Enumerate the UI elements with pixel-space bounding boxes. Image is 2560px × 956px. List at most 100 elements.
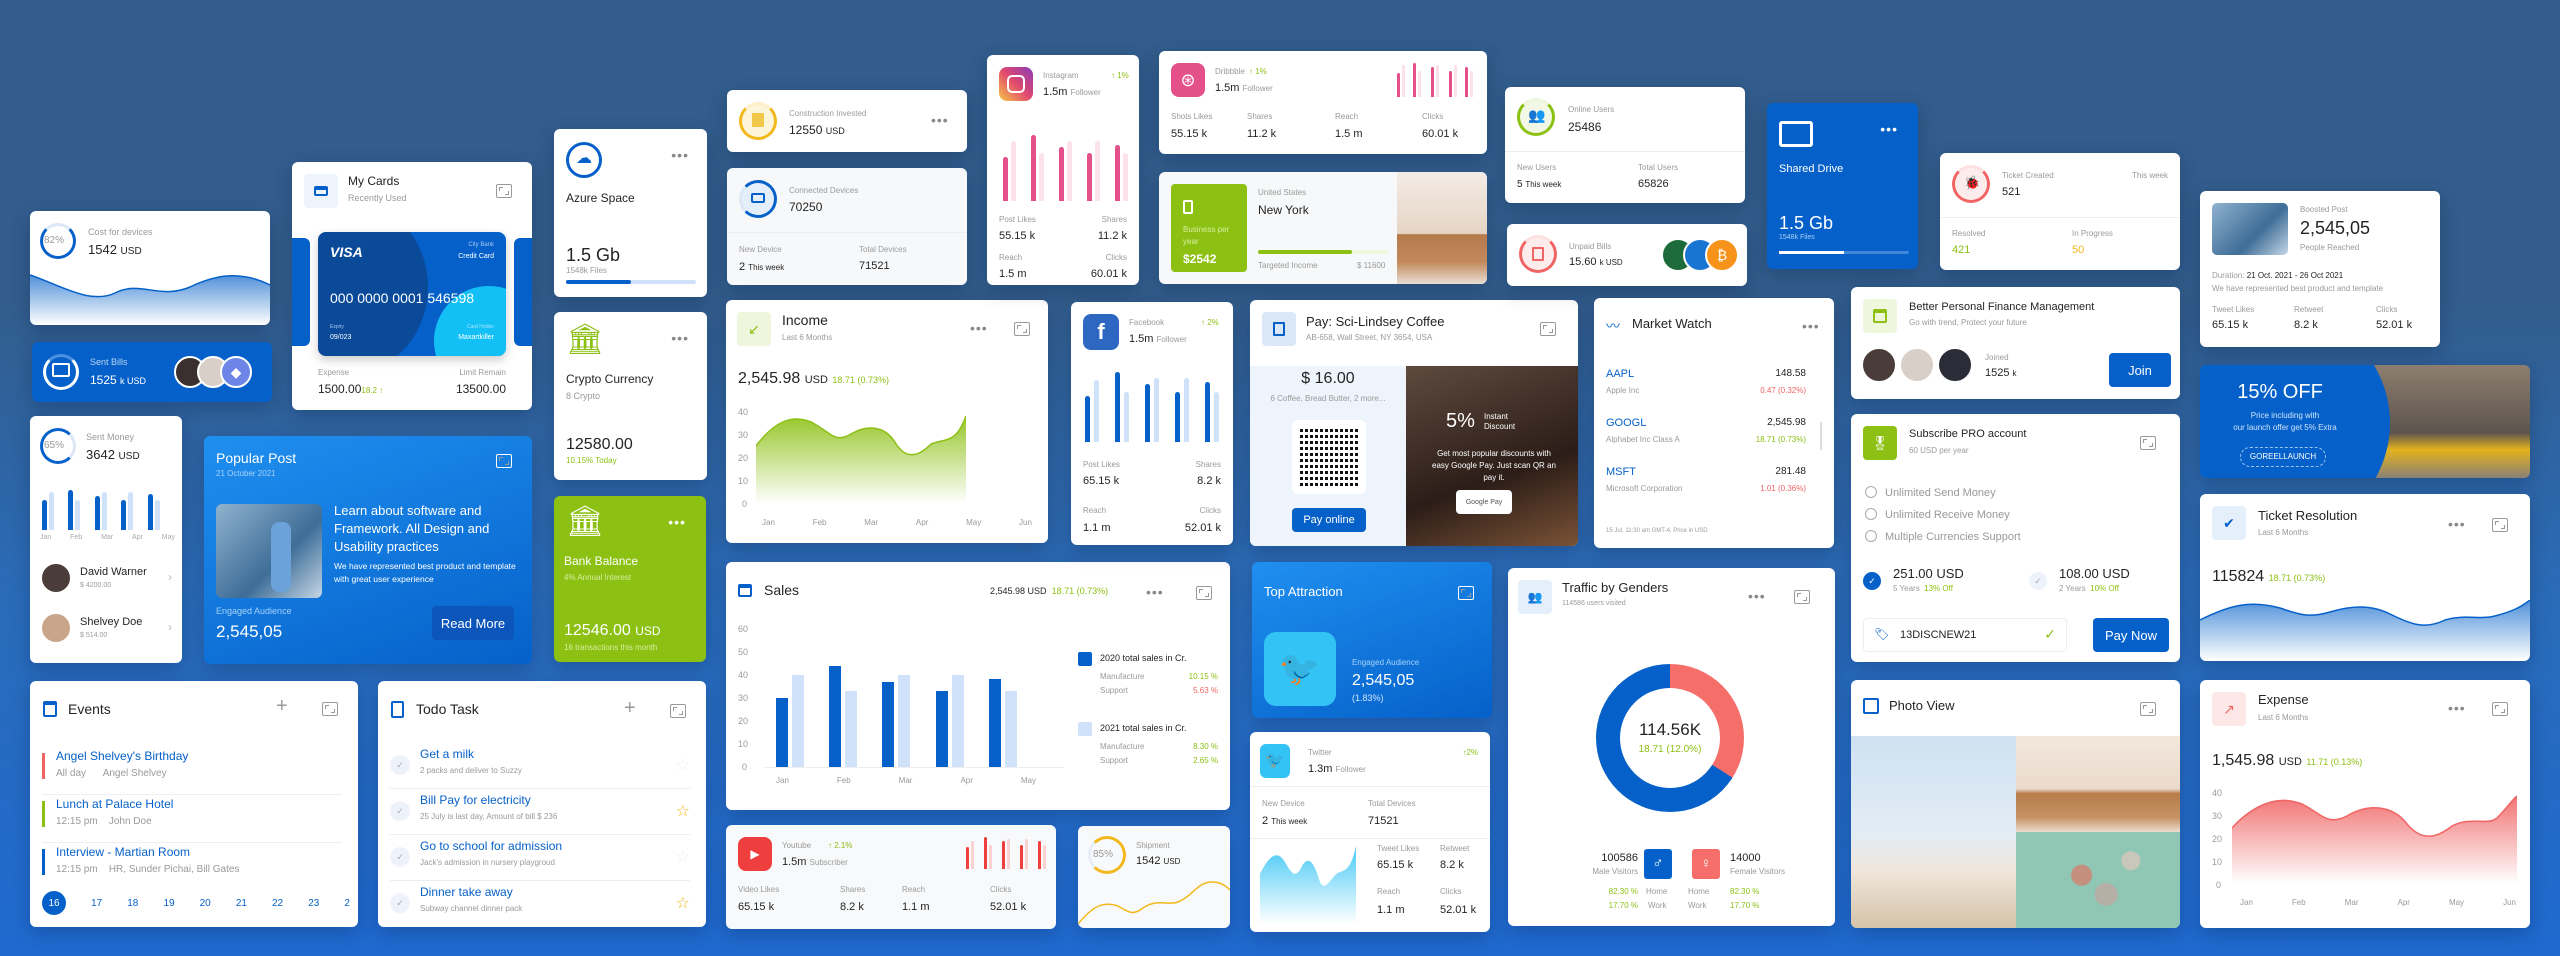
date-chip[interactable]: 2 — [344, 897, 350, 909]
read-more-button[interactable]: Read More — [432, 606, 514, 640]
date-chip[interactable]: 17 — [91, 897, 103, 909]
check-icon[interactable]: ✓ — [390, 755, 410, 775]
facebook-icon: f — [1083, 314, 1119, 350]
expand-icon[interactable] — [1458, 586, 1474, 600]
check-icon[interactable]: ✓ — [390, 801, 410, 821]
expand-icon[interactable] — [1196, 586, 1212, 600]
expand-icon[interactable] — [670, 704, 686, 718]
calendar-icon — [43, 701, 57, 717]
stock-row[interactable]: GOOGL Alphabet Inc Class A 2,545.98 18.7… — [1606, 417, 1806, 457]
check-icon[interactable]: ✓ — [390, 893, 410, 913]
event-item[interactable]: Interview - Martian Room 12:15 pm HR, Su… — [42, 845, 342, 885]
more-options-button[interactable]: ••• — [671, 330, 689, 346]
join-button[interactable]: Join — [2109, 353, 2171, 387]
todo-item[interactable]: ✓ Bill Pay for electricity 25 July is la… — [390, 791, 690, 835]
label: Online Users — [1568, 105, 1615, 114]
coupon-input[interactable]: 🏷 13DISCNEW21 ✓ — [1863, 618, 2067, 652]
radio-checked[interactable]: ✓ — [1863, 572, 1881, 590]
person-row[interactable]: David Warner $ 4200.00 › — [40, 562, 172, 598]
photo-spheres[interactable] — [2016, 832, 2180, 928]
person-row[interactable]: Shelvey Doe $ 514.00 › — [40, 612, 172, 648]
star-icon[interactable]: ☆ — [675, 757, 690, 774]
new-device-value: 2 — [1262, 815, 1269, 827]
prev-card-peek[interactable] — [292, 238, 310, 346]
offer-banner[interactable]: 15% OFF Price including with our launch … — [2200, 365, 2530, 478]
male-label: Male Visitors — [1592, 867, 1638, 876]
date-chip[interactable]: 22 — [272, 897, 284, 909]
more-options-button[interactable]: ••• — [1748, 588, 1766, 604]
visa-card[interactable]: VISA City Bank Credit Card 000 0000 0001… — [318, 232, 506, 356]
event-item[interactable]: Lunch at Palace Hotel 12:15 pm John Doe — [42, 797, 342, 843]
next-card-peek[interactable] — [514, 238, 532, 346]
date-chip[interactable]: 19 — [163, 897, 175, 909]
google-pay-button[interactable]: Google Pay — [1456, 490, 1512, 514]
expand-icon[interactable] — [2140, 436, 2156, 450]
more-options-button[interactable]: ••• — [668, 514, 686, 530]
expand-icon[interactable] — [1540, 322, 1556, 336]
todo-item[interactable]: ✓ Go to school for admission Jack's admi… — [390, 837, 690, 881]
event-item[interactable]: Angel Shelvey's Birthday All day Angel S… — [42, 749, 342, 795]
construction-card: Construction Invested 12550 USD ••• — [727, 90, 967, 152]
add-task-button[interactable]: + — [624, 697, 636, 719]
more-options-button[interactable]: ••• — [2448, 700, 2466, 716]
more-options-button[interactable]: ••• — [1802, 318, 1820, 334]
city: New York — [1258, 203, 1309, 217]
more-options-button[interactable]: ••• — [1880, 121, 1898, 137]
card-number: 000 0000 0001 546598 — [330, 290, 475, 306]
date-chip[interactable]: 18 — [127, 897, 139, 909]
expand-icon[interactable] — [2140, 702, 2156, 716]
audience-label: Engaged Audience — [216, 606, 292, 616]
date-chip[interactable]: 21 — [235, 897, 247, 909]
expand-icon[interactable] — [2492, 518, 2508, 532]
star-icon[interactable]: ☆ — [675, 849, 690, 866]
pay-online-button[interactable]: Pay online — [1292, 508, 1366, 532]
check-icon[interactable]: ✓ — [390, 847, 410, 867]
photo-kitchen[interactable] — [2016, 736, 2180, 832]
pay-items: 6 Coffee, Bread Butter, 2 more... — [1270, 394, 1386, 403]
stat-label: Retweet — [1440, 844, 1470, 853]
support-value: 2.65 % — [1193, 756, 1218, 765]
scrollbar[interactable] — [1820, 422, 1822, 450]
date-chip[interactable]: 23 — [308, 897, 320, 909]
expand-icon[interactable] — [1794, 590, 1810, 604]
audience-change: (1.83%) — [1352, 693, 1384, 703]
stock-symbol: MSFT — [1606, 466, 1636, 478]
avatar — [1861, 347, 1897, 383]
expand-icon[interactable] — [322, 702, 338, 716]
verified-badge-icon: ✔ — [2212, 506, 2246, 540]
qr-code[interactable] — [1292, 420, 1366, 494]
feature-label: Unlimited Receive Money — [1885, 509, 2010, 521]
stock-row[interactable]: AAPL Apple Inc 148.58 0.47 (0.32%) — [1606, 368, 1806, 408]
star-icon[interactable]: ☆ — [675, 895, 690, 912]
more-options-button[interactable]: ••• — [970, 320, 988, 336]
feature-label: Unlimited Send Money — [1885, 487, 1996, 499]
expand-icon[interactable] — [1014, 322, 1030, 336]
expand-icon[interactable] — [496, 454, 512, 468]
date-chip-selected[interactable]: 16 — [42, 891, 66, 915]
expand-icon[interactable] — [496, 184, 512, 198]
more-options-button[interactable]: ••• — [2448, 516, 2466, 532]
unit: k USD — [1599, 258, 1623, 267]
plan-option[interactable]: ✓ 108.00 USD 2 Years 10% Off — [2029, 564, 2179, 600]
todo-item[interactable]: ✓ Dinner take away Subway channel dinner… — [390, 883, 690, 923]
axis-label: Feb — [836, 776, 851, 785]
plan-off: 13% Off — [1924, 584, 1953, 593]
plan-option-selected[interactable]: ✓ 251.00 USD 5 Years 13% Off — [1863, 564, 2013, 600]
building-icon — [752, 113, 764, 127]
pay-amount: $ 16.00 — [1301, 370, 1355, 387]
more-options-button[interactable]: ••• — [1146, 584, 1164, 600]
todo-item[interactable]: ✓ Get a milk 2 packs and deliver to Suzz… — [390, 745, 690, 789]
receipt-icon — [1262, 312, 1296, 346]
offer-code-button[interactable]: GOREELLAUNCH — [2240, 447, 2326, 467]
pay-now-button[interactable]: Pay Now — [2093, 618, 2169, 652]
more-options-button[interactable]: ••• — [671, 147, 689, 163]
date-chip[interactable]: 20 — [199, 897, 211, 909]
radio-unchecked[interactable]: ✓ — [2029, 572, 2047, 590]
star-icon[interactable]: ☆ — [675, 803, 690, 820]
photo-family[interactable] — [1851, 736, 2016, 928]
expand-icon[interactable] — [2492, 702, 2508, 716]
add-event-button[interactable]: + — [276, 695, 288, 717]
stock-row[interactable]: MSFT Microsoft Corporation 281.48 1.01 (… — [1606, 466, 1806, 506]
more-options-button[interactable]: ••• — [931, 112, 949, 128]
crypto-title: Crypto Currency — [566, 372, 654, 386]
